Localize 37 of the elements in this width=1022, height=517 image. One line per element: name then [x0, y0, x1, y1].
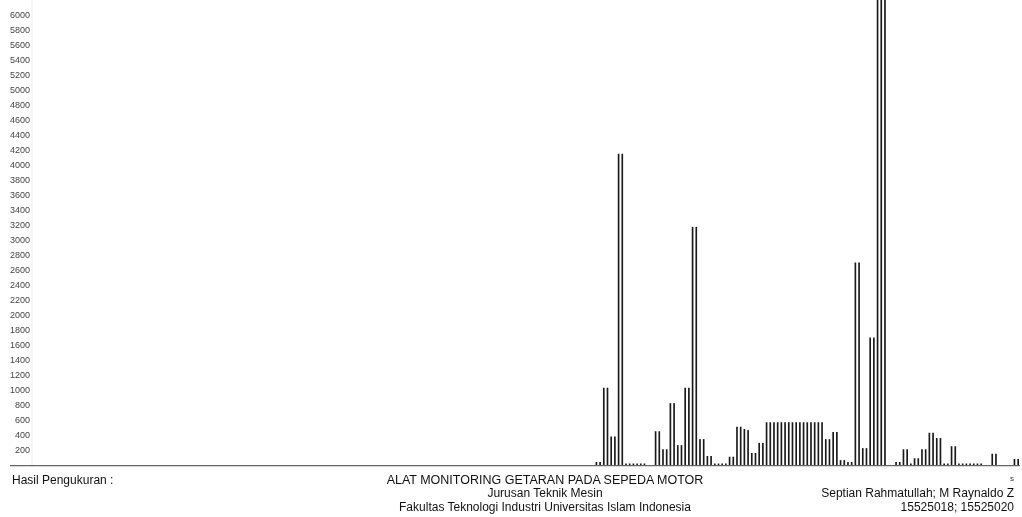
y-tick-label: 2000	[9, 309, 30, 320]
y-tick-label: 3200	[9, 219, 30, 230]
y-tick-label: 1000	[9, 384, 30, 395]
y-tick-label: 4800	[9, 99, 30, 110]
y-tick-label: 400	[14, 429, 30, 440]
text: 15525018; 15525020	[900, 500, 1015, 514]
y-tick-label: 4400	[9, 129, 30, 140]
x-axis-title: s	[1010, 474, 1014, 483]
y-tick-label: 4600	[9, 114, 30, 125]
y-tick-label: 2600	[9, 264, 30, 275]
text: Fakultas Teknologi Industri Universitas Islam Indonesia	[399, 500, 692, 514]
y-tick-label: 6000	[9, 9, 30, 20]
y-tick-label: 4200	[9, 144, 30, 155]
y-tick-label: 200	[14, 444, 30, 455]
y-tick-label: 3000	[9, 234, 30, 245]
y-tick-label: 600	[14, 414, 30, 425]
y-tick-label: 2200	[9, 294, 30, 305]
y-tick-label: 3400	[9, 204, 30, 215]
y-tick-label: 5200	[9, 69, 30, 80]
y-tick-label: 3600	[9, 189, 30, 200]
text: ALAT MONITORING GETARAN PADA SEPEDA MOTOR	[386, 473, 704, 487]
y-tick-label: 1400	[9, 354, 30, 365]
y-tick-label: 4000	[9, 159, 30, 170]
text: Septian Rahmatullah; M Raynaldo Z	[821, 486, 1014, 500]
y-tick-label: 2800	[9, 249, 30, 260]
text: Hasil Pengukuran :	[12, 473, 114, 487]
y-tick-label: 1200	[9, 369, 30, 380]
y-tick-label: 5000	[9, 84, 30, 95]
y-tick-label: 1800	[9, 324, 30, 335]
y-tick-label: 800	[14, 399, 30, 410]
y-tick-label: 5400	[9, 54, 30, 65]
y-tick-label: 5600	[9, 39, 30, 50]
y-tick-label: 2400	[9, 279, 30, 290]
text: Jurusan Teknik Mesin	[487, 486, 603, 500]
y-tick-label: 3800	[9, 174, 30, 185]
y-tick-label: 1600	[9, 339, 30, 350]
y-tick-label: 5800	[9, 24, 30, 35]
